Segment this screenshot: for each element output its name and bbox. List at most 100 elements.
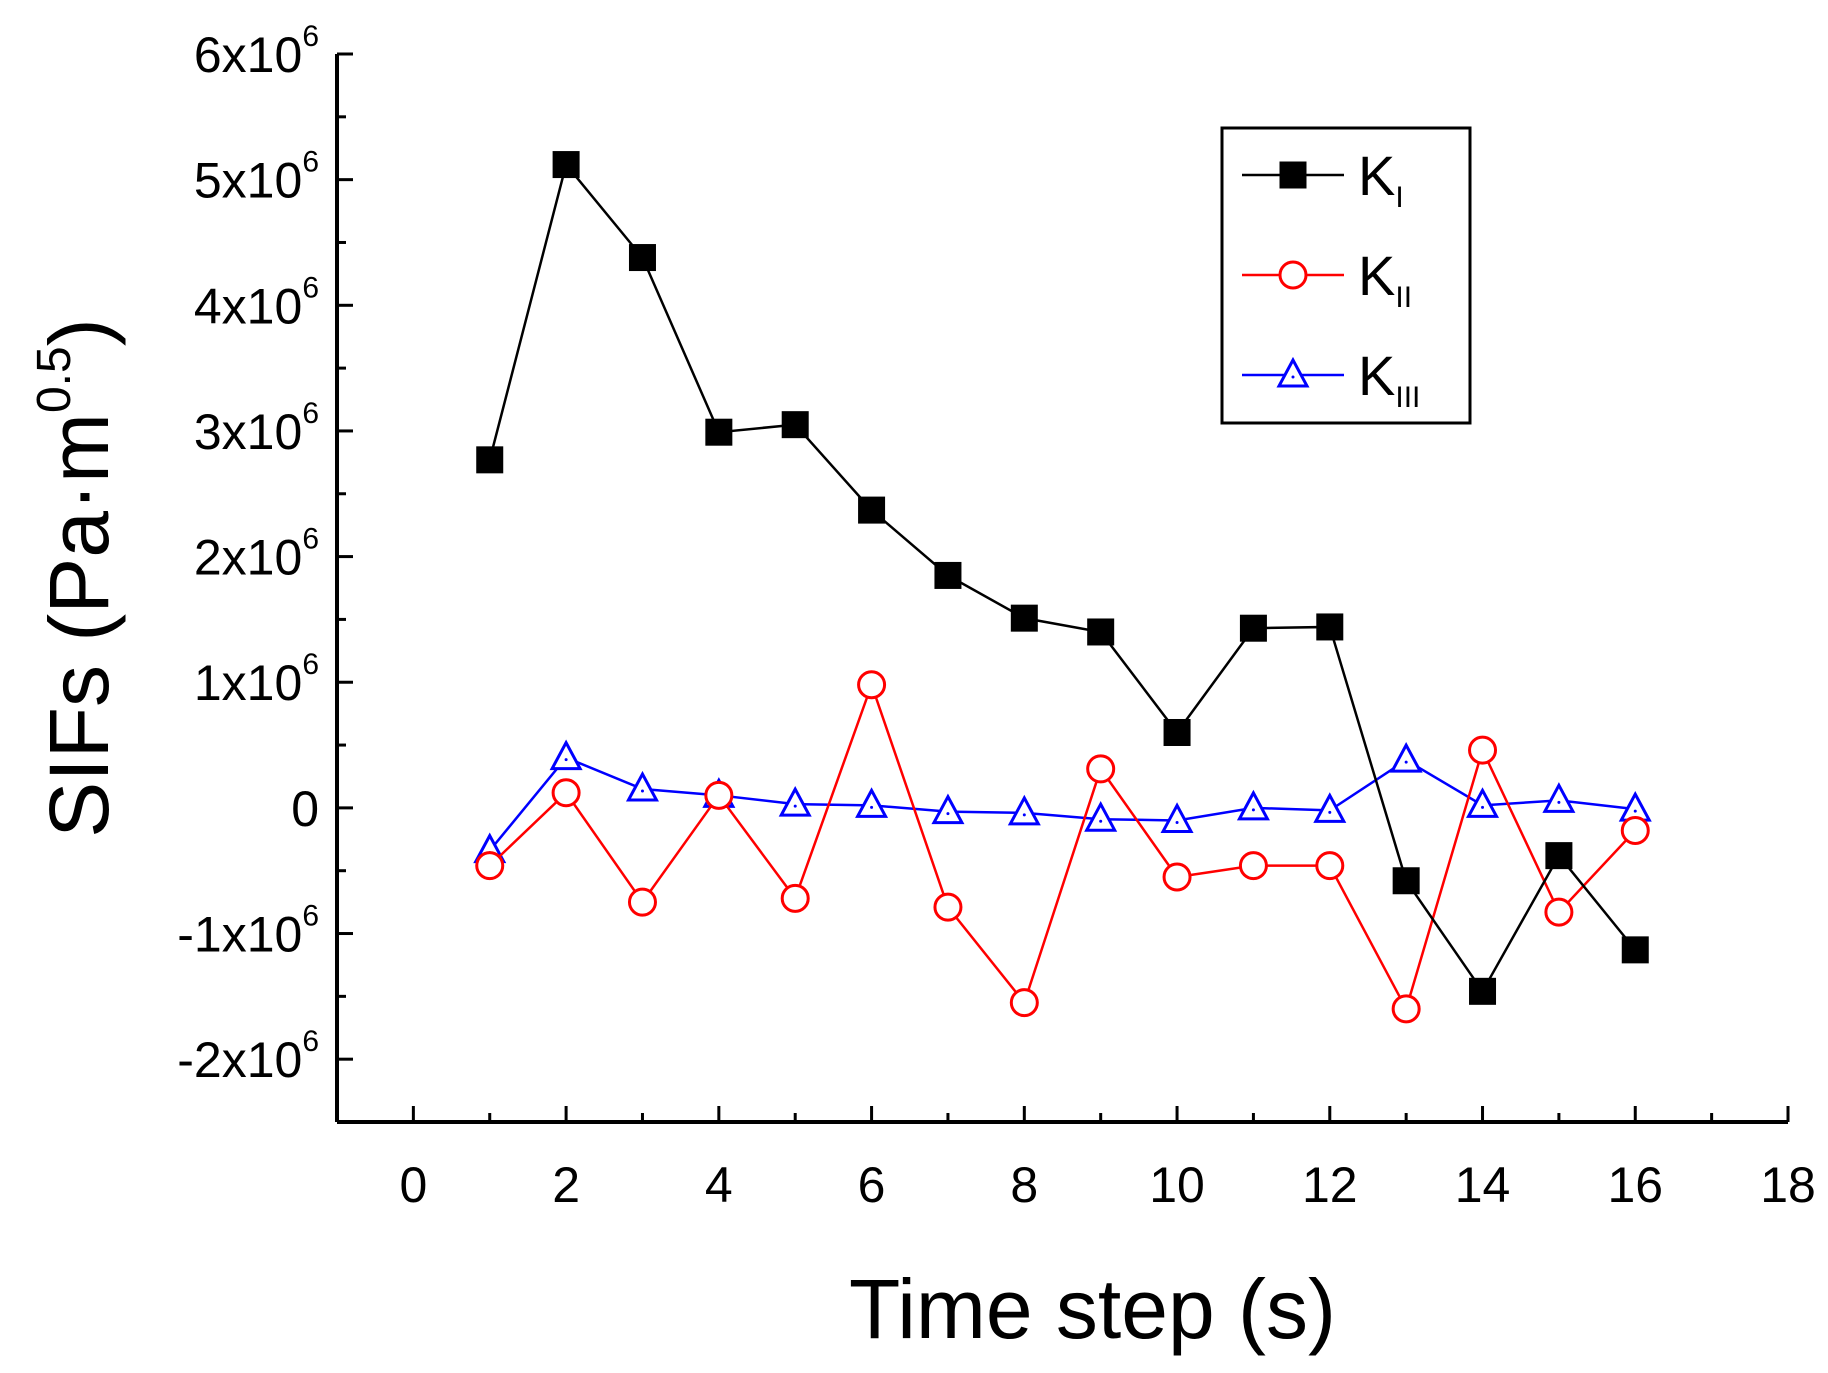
y-tick-exponent: 6 (302, 271, 319, 304)
legend-item: KII (1242, 244, 1412, 314)
data-point (855, 787, 889, 818)
y-tick-mantissa: 2x10 (194, 530, 302, 586)
data-point (1239, 614, 1267, 642)
data-point-dot (1328, 810, 1332, 814)
tick-labels: 6x1065x1064x1063x1062x1061x1060-1x106-2x… (177, 20, 1816, 1213)
x-tick-label: 18 (1760, 1157, 1816, 1213)
y-tick-label: -1x106 (177, 900, 319, 963)
data-point (549, 739, 583, 771)
data-point (1313, 792, 1347, 823)
data-point (781, 411, 809, 439)
y-tick-mantissa: 3x10 (194, 404, 302, 460)
y-tick-exponent: 6 (302, 523, 319, 556)
y-tick-exponent: 6 (302, 146, 319, 179)
axes (335, 52, 1790, 1124)
y-tick-label: 2x106 (194, 523, 319, 586)
y-tick-exponent: 6 (302, 20, 319, 53)
legend-label: KIII (1358, 344, 1420, 414)
data-point (857, 670, 887, 700)
x-axis-title: Time step (s) (849, 1262, 1336, 1356)
data-point-dot (1099, 819, 1103, 823)
data-point (475, 851, 505, 881)
data-point (1389, 741, 1423, 773)
y-tick-label: 3x106 (194, 397, 319, 460)
y-tick-mantissa: 0 (291, 781, 319, 837)
data-point (628, 244, 656, 272)
y-axis-title-text: SIFs (Pa·m0.5) (28, 318, 126, 837)
y-axis-title: SIFs (Pa·m0.5) (28, 318, 126, 837)
legend-marker (1279, 161, 1307, 189)
data-point (1545, 842, 1573, 870)
y-tick-label: 0 (291, 781, 319, 837)
x-tick-label: 2 (552, 1157, 580, 1213)
y-tick-exponent: 6 (302, 1025, 319, 1058)
data-point (1236, 789, 1270, 821)
series-layer (473, 151, 1652, 1024)
y-tick-label: 6x106 (194, 20, 319, 83)
data-point-dot (1175, 820, 1179, 824)
data-point (1315, 851, 1345, 881)
data-point-dot (870, 805, 874, 809)
series-line (488, 680, 1637, 1013)
data-point (1084, 801, 1118, 832)
legend-label-subscript: II (1395, 281, 1412, 314)
data-point (1009, 988, 1039, 1018)
legend-label-subscript: III (1395, 381, 1420, 414)
y-tick-exponent: 6 (302, 397, 319, 430)
data-point (551, 778, 581, 808)
legend-item: KIII (1242, 344, 1420, 414)
data-point (934, 561, 962, 589)
data-point (1620, 815, 1650, 845)
y-tick-mantissa: 6x10 (194, 27, 302, 83)
series-line (488, 756, 1636, 852)
y-tick-exponent: 6 (302, 648, 319, 681)
data-point (1162, 862, 1192, 892)
data-point-dot (1481, 805, 1485, 809)
legend-item: KI (1242, 144, 1404, 214)
x-tick-label: 10 (1149, 1157, 1205, 1213)
data-point (780, 883, 810, 913)
y-tick-label: 1x106 (194, 648, 319, 711)
data-point-dot (946, 812, 950, 816)
legend-marker-dot (1291, 375, 1295, 379)
legend: KI KII KIII (1220, 126, 1472, 425)
legend-label: KII (1358, 244, 1412, 314)
data-point-dot (640, 789, 644, 793)
data-point (778, 785, 812, 817)
data-point (1621, 936, 1649, 964)
data-point (1010, 604, 1038, 632)
y-axis-title-main: SIFs (Pa·m (32, 413, 126, 838)
data-point (1316, 613, 1344, 641)
y-tick-label: 5x106 (194, 146, 319, 209)
data-point (476, 446, 504, 474)
legend-label-subscript: I (1395, 181, 1403, 214)
data-point (1392, 867, 1420, 895)
x-tick-label: 12 (1302, 1157, 1358, 1213)
y-axis-title-close: ) (32, 318, 126, 346)
data-point (1007, 794, 1041, 826)
data-point-dot (1404, 760, 1408, 764)
y-tick-exponent: 6 (302, 900, 319, 933)
data-point (1466, 787, 1500, 818)
data-point (627, 887, 657, 917)
data-point (1087, 618, 1115, 646)
y-axis-title-exponent: 0.5 (28, 346, 81, 413)
series-KII (475, 670, 1650, 1024)
y-tick-mantissa: -1x10 (177, 907, 302, 963)
data-point (1469, 977, 1497, 1005)
data-point-dot (1633, 809, 1637, 813)
data-point (705, 418, 733, 446)
data-point-dot (1251, 808, 1255, 812)
legend-marker (1278, 260, 1308, 290)
data-point (858, 496, 886, 524)
data-point (1163, 718, 1191, 746)
data-point (931, 793, 965, 825)
data-point (1086, 754, 1116, 784)
data-point-dot (1022, 813, 1026, 817)
data-point-dot (564, 758, 568, 762)
y-tick-label: 4x106 (194, 271, 319, 334)
data-point (1468, 735, 1498, 765)
y-tick-mantissa: -2x10 (177, 1032, 302, 1088)
